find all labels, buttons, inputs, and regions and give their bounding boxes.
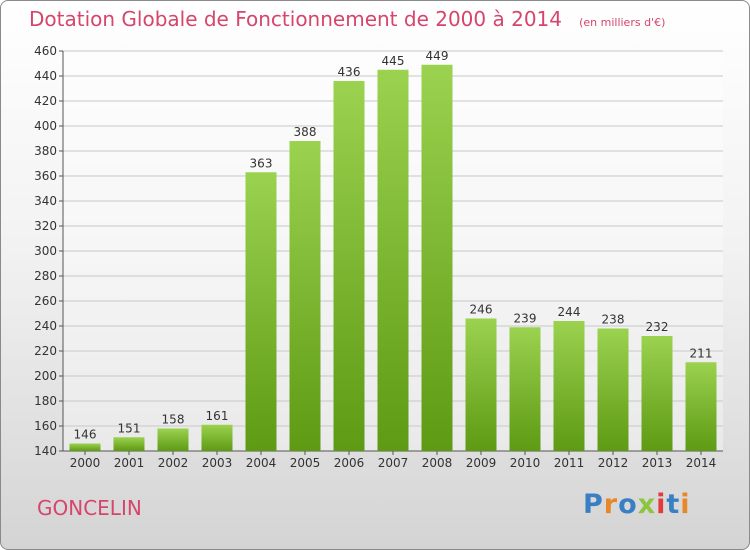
x-tick-label: 2011 <box>554 456 585 470</box>
bar <box>685 362 717 451</box>
bar <box>333 81 365 451</box>
bar <box>113 437 145 451</box>
x-tick-label: 2012 <box>598 456 629 470</box>
data-label: 146 <box>74 428 97 442</box>
x-tick-label: 2003 <box>202 456 233 470</box>
data-label: 449 <box>426 49 449 63</box>
logo-letter: x <box>637 489 657 520</box>
city-name: GONCELIN <box>37 496 142 520</box>
y-tick-label: 360 <box>34 169 57 183</box>
y-tick-label: 180 <box>34 394 57 408</box>
x-tick-label: 2001 <box>114 456 145 470</box>
y-tick-label: 340 <box>34 194 57 208</box>
x-tick-label: 2005 <box>290 456 321 470</box>
y-tick-label: 280 <box>34 269 57 283</box>
logo-letter: r <box>603 489 619 520</box>
x-tick-label: 2013 <box>642 456 673 470</box>
logo-letter: t <box>666 489 681 520</box>
data-label: 238 <box>602 313 625 327</box>
bar <box>421 64 453 451</box>
bar <box>289 141 321 451</box>
bar <box>377 69 409 451</box>
y-tick-label: 160 <box>34 419 57 433</box>
x-tick-label: 2006 <box>334 456 365 470</box>
bar <box>641 336 673 451</box>
y-tick-label: 300 <box>34 244 57 258</box>
x-tick-label: 2004 <box>246 456 277 470</box>
y-tick-label: 240 <box>34 319 57 333</box>
bar <box>69 443 101 451</box>
x-tick-label: 2000 <box>70 456 101 470</box>
bar <box>245 172 277 451</box>
data-label: 244 <box>558 305 581 319</box>
logo-letter: i <box>656 489 667 520</box>
data-label: 161 <box>206 409 229 423</box>
y-tick-label: 140 <box>34 444 57 458</box>
bar <box>509 327 541 451</box>
bar <box>157 428 189 451</box>
chart-title-block: Dotation Globale de Fonctionnement de 20… <box>29 7 665 31</box>
data-label: 388 <box>294 125 317 139</box>
data-label: 436 <box>338 65 361 79</box>
data-label: 158 <box>162 413 185 427</box>
x-tick-label: 2009 <box>466 456 497 470</box>
y-tick-label: 380 <box>34 144 57 158</box>
data-label: 232 <box>646 320 669 334</box>
chart-title: Dotation Globale de Fonctionnement de 20… <box>29 7 562 31</box>
y-tick-label: 260 <box>34 294 57 308</box>
bar <box>597 328 629 451</box>
logo-letter: i <box>680 489 691 520</box>
bar <box>201 424 233 451</box>
x-tick-label: 2008 <box>422 456 453 470</box>
chart-subtitle: (en milliers d'€) <box>579 16 666 29</box>
logo-letter: o <box>618 489 638 520</box>
data-label: 246 <box>470 303 493 317</box>
data-label: 363 <box>250 156 273 170</box>
data-label: 211 <box>690 346 713 360</box>
x-tick-label: 2014 <box>686 456 717 470</box>
y-tick-label: 420 <box>34 94 57 108</box>
data-label: 445 <box>382 54 405 68</box>
bar <box>465 318 497 451</box>
x-tick-label: 2010 <box>510 456 541 470</box>
proxiti-logo: Proxiti <box>583 489 691 520</box>
y-tick-label: 460 <box>34 44 57 58</box>
logo-letter: P <box>583 489 604 520</box>
x-tick-label: 2002 <box>158 456 189 470</box>
x-tick-label: 2007 <box>378 456 409 470</box>
data-label: 239 <box>514 311 537 325</box>
y-tick-label: 440 <box>34 69 57 83</box>
data-label: 151 <box>118 421 141 435</box>
y-tick-label: 200 <box>34 369 57 383</box>
y-tick-label: 220 <box>34 344 57 358</box>
y-tick-label: 320 <box>34 219 57 233</box>
y-tick-label: 400 <box>34 119 57 133</box>
bar <box>553 321 585 451</box>
